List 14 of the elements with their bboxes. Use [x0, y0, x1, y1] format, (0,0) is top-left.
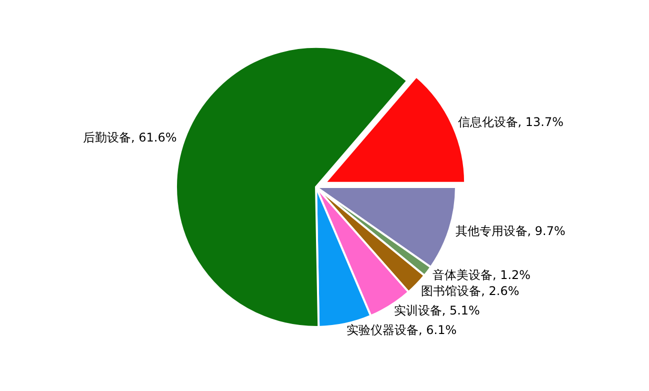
slice-label: 后勤设备 — [83, 130, 132, 145]
slice-label: 其他专用设备 — [455, 224, 528, 238]
slice-label: 音体美设备 — [432, 268, 492, 282]
data-label: , 5.1% — [442, 304, 480, 318]
data-label: , 13.7% — [518, 115, 564, 130]
data-label: , 2.6% — [481, 284, 520, 298]
slice-label: 图书馆设备 — [421, 284, 482, 298]
data-label: , 6.1% — [418, 322, 457, 337]
data-label: , 61.6% — [131, 130, 177, 145]
slice-label: 信息化设备 — [458, 115, 518, 130]
data-label: , 1.2% — [492, 268, 531, 282]
data-label: , 9.7% — [527, 224, 566, 238]
slice-label: 实验仪器设备 — [346, 322, 419, 337]
slice-label: 实训设备 — [394, 304, 442, 318]
